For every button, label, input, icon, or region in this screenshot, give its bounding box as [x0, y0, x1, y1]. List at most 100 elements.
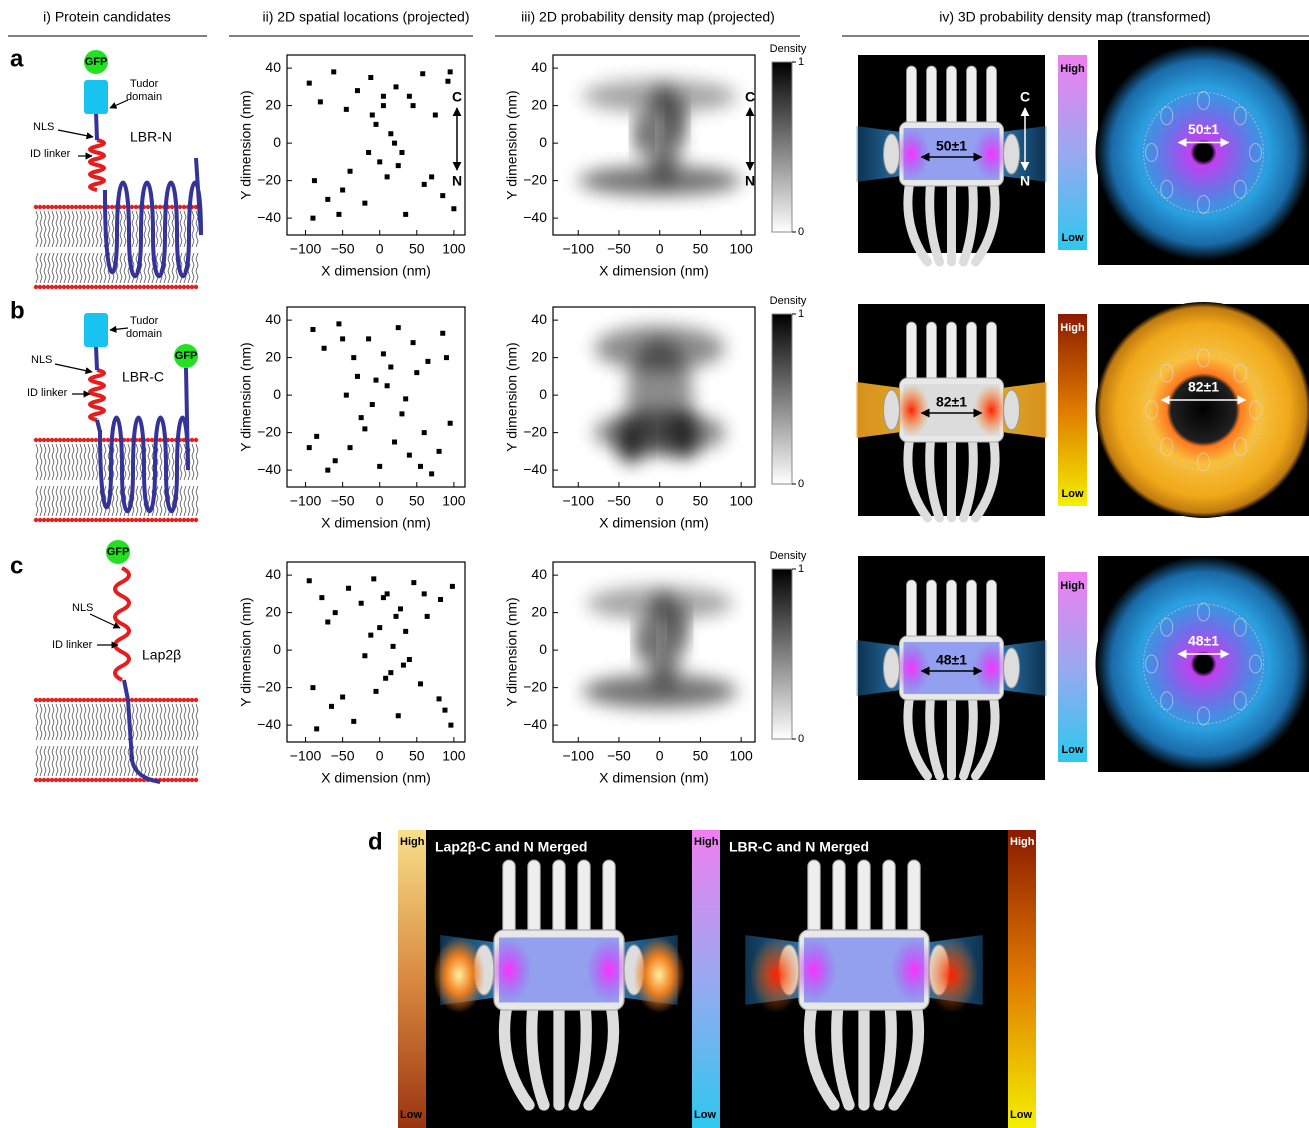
point: [422, 591, 427, 596]
x-tick-label: −100: [290, 241, 322, 257]
density-blob: [635, 111, 648, 156]
lipid-tail: [72, 704, 74, 776]
orientation-bottom: N: [745, 173, 755, 189]
lipid-tail: [40, 704, 42, 776]
lipid-head: [62, 698, 66, 702]
colorbar-tick-label: 0: [798, 733, 804, 745]
x-tick-label: 50: [693, 493, 709, 509]
point: [346, 586, 351, 591]
lipid-head: [106, 518, 110, 522]
lipid-head: [126, 285, 130, 289]
pointer-arrow: [55, 364, 92, 372]
lipid-head: [134, 285, 138, 289]
plot-frame: [287, 562, 465, 742]
point: [381, 595, 386, 600]
nls-label: NLS: [31, 354, 52, 366]
point: [444, 355, 449, 360]
lipid-head: [118, 778, 122, 782]
lipid-head: [66, 518, 70, 522]
lipid-head: [186, 285, 190, 289]
x-axis-label: X dimension (nm): [599, 770, 709, 786]
y-tick-label: 40: [265, 311, 281, 327]
lipid-head: [70, 285, 74, 289]
point: [348, 445, 353, 450]
lipid-tail: [40, 211, 42, 283]
membrane: [34, 698, 198, 782]
y-tick-label: 0: [273, 134, 281, 150]
x-tick-label: −50: [607, 748, 631, 764]
lipid-head: [106, 285, 110, 289]
lipid-head: [166, 778, 170, 782]
lipid-head: [70, 778, 74, 782]
nls-label: NLS: [72, 602, 93, 614]
colorbar-tick-label: 1: [798, 563, 804, 575]
lipid-tail: [64, 211, 66, 283]
lipid-head: [38, 698, 42, 702]
point: [422, 182, 427, 187]
lipid-head: [86, 518, 90, 522]
lipid-head: [146, 438, 150, 442]
point: [340, 188, 345, 193]
lipid-head: [74, 205, 78, 209]
colorbar-low: Low: [1062, 232, 1084, 244]
lipid-head: [142, 698, 146, 702]
x-tick-label: −100: [290, 493, 322, 509]
lipid-tail: [108, 704, 110, 776]
lipid-head: [38, 438, 42, 442]
lipid-head: [90, 698, 94, 702]
y-tick-label: 0: [273, 641, 281, 657]
lipid-head: [182, 778, 186, 782]
density-blob: [674, 605, 687, 650]
lipid-head: [178, 205, 182, 209]
point: [362, 426, 367, 431]
point: [399, 411, 404, 416]
lipid-tail: [124, 704, 126, 776]
colorbar: [1058, 55, 1087, 250]
y-tick-label: 20: [265, 603, 281, 619]
point: [385, 383, 390, 388]
lipid-head: [122, 205, 126, 209]
lipid-head: [142, 518, 146, 522]
x-tick-label: 0: [376, 241, 384, 257]
density-glow: [633, 937, 685, 1013]
y-tick-label: 0: [539, 641, 547, 657]
point: [394, 84, 399, 89]
column-header: iii) 2D probability density map (project…: [521, 9, 775, 25]
x-tick-label: 0: [656, 241, 664, 257]
point: [331, 69, 336, 74]
orientation-bottom: N: [452, 173, 462, 189]
protein-name: Lap2β: [142, 647, 181, 663]
lipid-tail: [192, 704, 194, 776]
lipid-head: [178, 778, 182, 782]
lipid-tail: [64, 444, 66, 516]
point: [351, 719, 356, 724]
lipid-head: [194, 778, 198, 782]
ring-measure-label: 50±1: [1188, 121, 1219, 137]
point: [394, 614, 399, 619]
lipid-head: [70, 518, 74, 522]
ring-density: [1096, 302, 1309, 518]
lipid-head: [34, 205, 38, 209]
lipid-head: [62, 778, 66, 782]
lipid-head: [110, 205, 114, 209]
colorbar: [772, 314, 792, 484]
lipid-head: [54, 438, 58, 442]
column-header: ii) 2D spatial locations (projected): [263, 9, 470, 25]
lipid-head: [58, 698, 62, 702]
lipid-head: [102, 778, 106, 782]
lipid-tail: [92, 704, 94, 776]
lipid-head: [42, 205, 46, 209]
id-linker: [115, 568, 129, 680]
point: [437, 696, 442, 701]
lipid-head: [54, 518, 58, 522]
colorbar-low: Low: [1062, 488, 1084, 500]
point: [318, 99, 323, 104]
point: [388, 670, 393, 675]
point: [325, 468, 330, 473]
x-axis-label: X dimension (nm): [321, 263, 431, 279]
panel-label: a: [10, 45, 24, 72]
point: [310, 327, 315, 332]
header: i) Protein candidates ii) 2D spatial loc…: [8, 9, 1309, 36]
point: [391, 644, 396, 649]
lipid-head: [42, 698, 46, 702]
